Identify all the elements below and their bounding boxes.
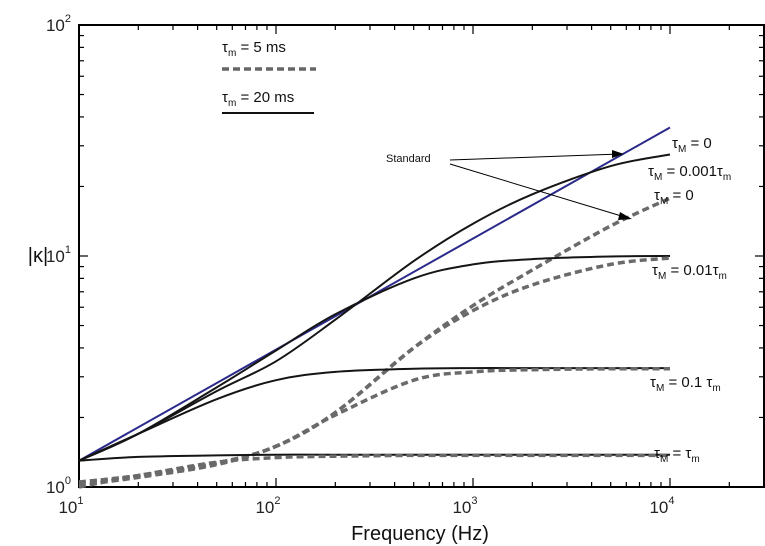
label-tauM-taum: τM = τm xyxy=(654,445,700,465)
series-line-3 xyxy=(78,255,671,462)
standard-arrowhead-1 xyxy=(612,150,624,158)
x-tick-label: 104 xyxy=(649,495,674,517)
label-tauM-01: τM = 0.1 τm xyxy=(650,374,721,394)
label-tauM-0001: τM = 0.001τm xyxy=(648,163,731,183)
label-tauM-0-blue: τM = 0 xyxy=(672,135,712,155)
series-line-4 xyxy=(78,256,671,484)
series-line-6 xyxy=(78,366,671,487)
x-tick-label: 103 xyxy=(452,495,477,517)
legend-label-20ms: τm = 20 ms xyxy=(222,89,294,109)
y-tick-label: 102 xyxy=(46,13,71,35)
x-tick-label: 101 xyxy=(58,495,83,517)
series-line-8 xyxy=(78,453,670,489)
y-tick-label: 101 xyxy=(46,244,71,266)
x-axis-label: Frequency (Hz) xyxy=(351,523,489,545)
standard-arrowhead-2 xyxy=(618,212,632,220)
label-tauM-001: τM = 0.01τm xyxy=(652,262,727,282)
y-axis-label: |κ| xyxy=(28,245,48,267)
series-line-5 xyxy=(78,367,670,462)
standard-arrow-1 xyxy=(449,153,621,161)
label-tauM-0-dashed: τM = 0 xyxy=(654,187,694,207)
standard-arrow-2 xyxy=(449,163,629,219)
y-tick-label: 100 xyxy=(46,475,71,497)
standard-annotation: Standard xyxy=(386,153,431,165)
legend-label-5ms: τm = 5 ms xyxy=(222,39,286,59)
x-tick-label: 102 xyxy=(255,495,280,517)
legend: τm = 5 ms τm = 20 ms xyxy=(222,39,316,114)
series-line-1 xyxy=(78,153,671,462)
series-line-2 xyxy=(78,196,671,484)
